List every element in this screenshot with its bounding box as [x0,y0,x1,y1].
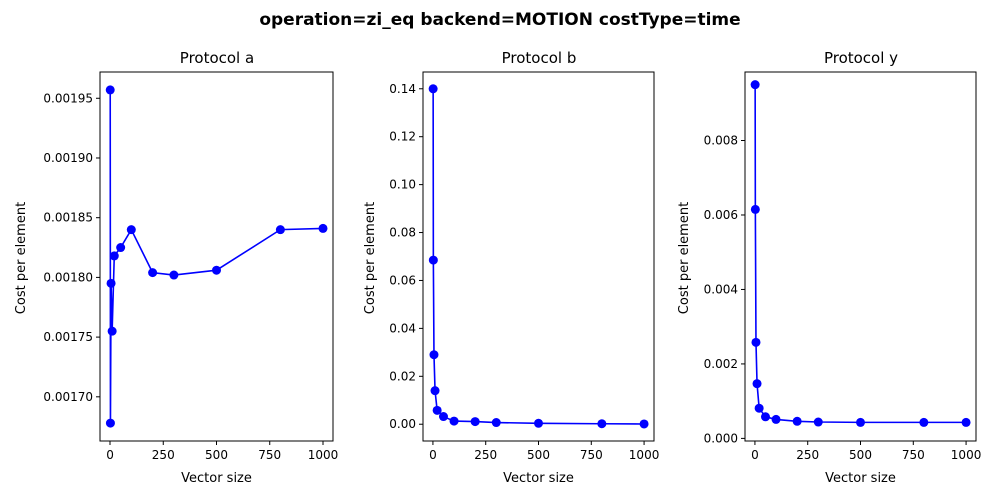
data-point [534,418,543,428]
data-point [438,412,448,422]
data-point [318,223,328,233]
data-point [750,204,760,214]
data-point [275,225,285,235]
data-point [126,225,136,235]
subplot-title: Protocol y [824,49,898,67]
y-tick-label: 0.00185 [43,211,93,225]
data-point [597,419,607,429]
data-point [212,265,221,275]
y-tick-label: 0.002 [704,357,738,371]
x-tick-label: 0 [106,448,114,462]
x-tick-label: 500 [205,448,228,462]
data-point [919,417,929,427]
x-tick-label: 750 [258,448,281,462]
data-point [432,405,442,415]
data-point [105,85,115,95]
data-point [106,278,116,288]
data-point [750,80,760,90]
subplot-protocol-y: Protocol y Vector size Cost per element … [677,49,981,486]
x-tick-label: 500 [849,448,872,462]
figure-title: operation=zi_eq backend=MOTION costType=… [259,10,740,30]
y-tick-label: 0.14 [389,82,416,96]
y-tick-label: 0.08 [389,226,416,240]
series-line [109,89,324,424]
y-tick-label: 0.04 [389,321,416,335]
y-axis-label: Cost per element [363,202,378,314]
x-tick-label: 750 [580,448,603,462]
y-tick-label: 0.00195 [43,91,93,105]
data-point [760,412,770,422]
data-point [428,84,438,94]
plot-area: 0 250 500 750 1000 0.000 0.002 0.004 0.006 0.008 [704,71,982,462]
subplot-title: Protocol a [180,49,254,67]
subplot-protocol-b: Protocol b Vector size Cost per element … [363,49,659,486]
y-tick-label: 0.006 [704,208,738,222]
data-point [813,417,823,427]
data-point [754,403,764,413]
series-line [432,88,645,425]
y-tick-label: 0.00 [389,417,416,431]
y-axis-label: Cost per element [677,202,692,314]
data-point [107,326,117,336]
x-tick-label: 0 [429,448,437,462]
data-point [105,418,115,428]
data-point [430,386,440,396]
data-point [771,414,781,424]
data-point [169,270,179,280]
series-line [754,84,967,424]
x-tick-label: 250 [474,448,497,462]
x-tick-label: 1000 [308,448,339,462]
y-tick-label: 0.12 [389,130,416,144]
x-axis-label: Vector size [825,471,896,486]
x-tick-label: 0 [751,448,759,462]
data-point [449,416,459,426]
y-tick-label: 0.008 [704,134,738,148]
data-point [792,416,802,426]
subplot-protocol-a: Protocol a Vector size Cost per element … [14,49,338,486]
x-tick-label: 500 [527,448,550,462]
y-tick-label: 0.000 [704,431,738,445]
y-tick-label: 0.004 [704,282,738,296]
data-point [639,419,649,429]
plot-area: 0 250 500 750 1000 0.00170 0.00175 0.00180 0.001… [43,71,339,462]
data-point [116,243,126,253]
x-tick-label: 750 [902,448,925,462]
y-tick-label: 0.06 [389,273,416,287]
x-tick-label: 1000 [951,448,982,462]
data-point [428,255,438,265]
plot-area: 0 250 500 750 1000 0.00 0.02 0.04 0.06 0.08 0.10 0.… [389,71,660,462]
y-tick-label: 0.00175 [43,330,93,344]
data-point [751,337,761,347]
x-axis-label: Vector size [503,471,574,486]
y-tick-label: 0.02 [389,369,416,383]
y-tick-label: 0.00170 [43,390,93,404]
y-tick-label: 0.00180 [43,270,93,284]
y-axis-label: Cost per element [14,202,29,314]
y-tick-label: 0.10 [389,178,416,192]
data-point [429,350,439,360]
subplot-title: Protocol b [502,49,577,67]
x-tick-label: 1000 [629,448,660,462]
data-point [148,268,158,278]
data-point [856,417,865,427]
data-point [752,379,762,389]
data-point [470,417,480,427]
data-point [109,251,119,261]
y-tick-label: 0.00190 [43,151,93,165]
x-tick-label: 250 [152,448,175,462]
data-point [961,417,971,427]
data-point [491,418,501,428]
x-axis-label: Vector size [181,471,252,486]
x-tick-label: 250 [796,448,819,462]
